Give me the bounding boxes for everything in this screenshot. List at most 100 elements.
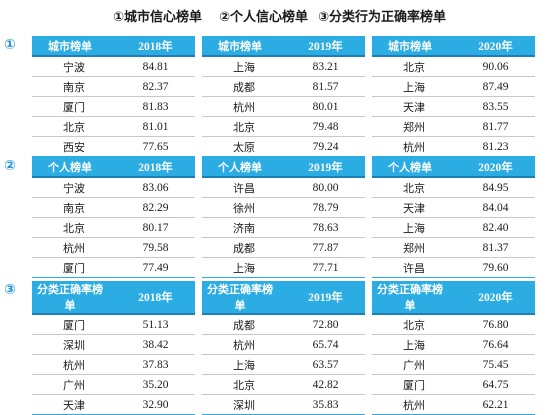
- table-row: 上海 77.71: [202, 257, 365, 278]
- table-row: 上海 82.40: [372, 217, 535, 238]
- column-header-year: 2020年: [456, 281, 535, 315]
- city-cell: 杭州: [372, 136, 456, 157]
- city-cell: 上海: [202, 56, 286, 77]
- table-header-row: 城市榜单 2019年: [202, 36, 365, 57]
- city-cell: 北京: [202, 116, 286, 137]
- column-header-year: 2018年: [116, 157, 195, 178]
- table-row: 济南 78.63: [202, 217, 365, 238]
- table-row: 北京 79.48: [202, 116, 365, 137]
- table-row: 天津 83.55: [372, 96, 535, 117]
- table-row: 徐州 78.79: [202, 197, 365, 218]
- table-row: 杭州 79.58: [32, 237, 195, 258]
- title-sorting-accuracy: ③分类行为正确率榜单: [318, 10, 447, 25]
- table-row: 杭州 80.01: [202, 96, 365, 117]
- city-cell: 上海: [372, 76, 456, 97]
- city-cell: 厦门: [32, 257, 116, 278]
- city-cell: 北京: [372, 177, 456, 198]
- column-header-ranking: 城市榜单: [202, 36, 286, 57]
- ranking-table: 个人榜单 2018年 宁波 83.06 南京 82.29 北京 80.17 杭州 79.58 厦门 7…: [32, 157, 195, 278]
- column-header-year: 2020年: [456, 36, 535, 57]
- score-cell: 35.83: [286, 394, 365, 415]
- table-row: 北京 90.06: [372, 56, 535, 77]
- table-header-row: 分类正确率榜单 2018年: [32, 281, 195, 315]
- table-row: 天津 32.90: [32, 394, 195, 415]
- column-header-year: 2019年: [286, 281, 365, 315]
- table-row: 成都 77.87: [202, 237, 365, 258]
- score-cell: 72.80: [286, 314, 365, 335]
- city-cell: 上海: [202, 354, 286, 375]
- table-row: 南京 82.29: [32, 197, 195, 218]
- score-cell: 79.60: [456, 257, 535, 278]
- table-header-row: 个人榜单 2019年: [202, 157, 365, 178]
- score-cell: 65.74: [286, 334, 365, 355]
- table-row: 厦门 64.75: [372, 374, 535, 395]
- city-cell: 天津: [372, 96, 456, 117]
- city-cell: 天津: [32, 394, 116, 415]
- city-cell: 广州: [32, 374, 116, 395]
- table-header-row: 分类正确率榜单 2019年: [202, 281, 365, 315]
- city-cell: 许昌: [372, 257, 456, 278]
- score-cell: 83.21: [286, 56, 365, 77]
- table-row: 许昌 80.00: [202, 177, 365, 198]
- table-row: 太原 79.24: [202, 136, 365, 157]
- table-row: 上海 83.21: [202, 56, 365, 77]
- table-row: 深圳 38.42: [32, 334, 195, 355]
- score-cell: 84.04: [456, 197, 535, 218]
- city-cell: 郑州: [372, 116, 456, 137]
- score-cell: 81.01: [116, 116, 195, 137]
- column-header-year: 2018年: [116, 281, 195, 315]
- column-header-ranking: 城市榜单: [32, 36, 116, 57]
- score-cell: 80.17: [116, 217, 195, 238]
- score-cell: 75.45: [456, 354, 535, 375]
- table-row: 广州 35.20: [32, 374, 195, 395]
- score-cell: 80.00: [286, 177, 365, 198]
- score-cell: 84.81: [116, 56, 195, 77]
- table-row: 郑州 81.77: [372, 116, 535, 137]
- city-cell: 西安: [32, 136, 116, 157]
- score-cell: 84.95: [456, 177, 535, 198]
- score-cell: 76.80: [456, 314, 535, 335]
- column-header-ranking: 个人榜单: [372, 157, 456, 178]
- table-row: 广州 75.45: [372, 354, 535, 375]
- table-header-row: 分类正确率榜单 2020年: [372, 281, 535, 315]
- ranking-table: 分类正确率榜单 2019年 成都 72.80 杭州 65.74 上海 63.57 北京 42.82…: [202, 281, 365, 415]
- score-cell: 79.48: [286, 116, 365, 137]
- score-cell: 35.20: [116, 374, 195, 395]
- column-header-ranking: 城市榜单: [372, 36, 456, 57]
- table-row: 北京 81.01: [32, 116, 195, 137]
- column-header-year: 2019年: [286, 157, 365, 178]
- city-cell: 南京: [32, 197, 116, 218]
- city-cell: 成都: [202, 76, 286, 97]
- city-cell: 许昌: [202, 177, 286, 198]
- column-header-ranking: 个人榜单: [202, 157, 286, 178]
- score-cell: 81.57: [286, 76, 365, 97]
- table-row: 北京 84.95: [372, 177, 535, 198]
- table-header-row: 城市榜单 2020年: [372, 36, 535, 57]
- table-header-row: 个人榜单 2020年: [372, 157, 535, 178]
- score-cell: 51.13: [116, 314, 195, 335]
- city-cell: 济南: [202, 217, 286, 238]
- table-row: 天津 84.04: [372, 197, 535, 218]
- city-cell: 徐州: [202, 197, 286, 218]
- ranking-table: 分类正确率榜单 2018年 厦门 51.13 深圳 38.42 杭州 37.83 广州 35.20…: [32, 281, 195, 415]
- table-row: 宁波 84.81: [32, 56, 195, 77]
- page-titles: ①城市信心榜单 ②个人信心榜单 ③分类行为正确率榜单: [0, 6, 550, 28]
- city-cell: 厦门: [32, 314, 116, 335]
- section-number-badge: ①: [4, 37, 16, 53]
- table-row: 上海 76.64: [372, 334, 535, 355]
- city-cell: 上海: [372, 334, 456, 355]
- title-city-confidence: ①城市信心榜单: [113, 10, 203, 25]
- city-cell: 北京: [32, 116, 116, 137]
- table-row: 上海 87.49: [372, 76, 535, 97]
- score-cell: 76.64: [456, 334, 535, 355]
- column-header-year: 2018年: [116, 36, 195, 57]
- score-cell: 87.49: [456, 76, 535, 97]
- column-header-ranking: 个人榜单: [32, 157, 116, 178]
- table-row: 杭州 65.74: [202, 334, 365, 355]
- ranking-table: 个人榜单 2020年 北京 84.95 天津 84.04 上海 82.40 郑州 81.37 许昌 7…: [372, 157, 535, 278]
- table-row: 南京 82.37: [32, 76, 195, 97]
- score-cell: 62.21: [456, 394, 535, 415]
- table-row: 杭州 37.83: [32, 354, 195, 375]
- score-cell: 37.83: [116, 354, 195, 375]
- ranking-table: 城市榜单 2019年 上海 83.21 成都 81.57 杭州 80.01 北京 79.48 太原 7…: [202, 36, 365, 157]
